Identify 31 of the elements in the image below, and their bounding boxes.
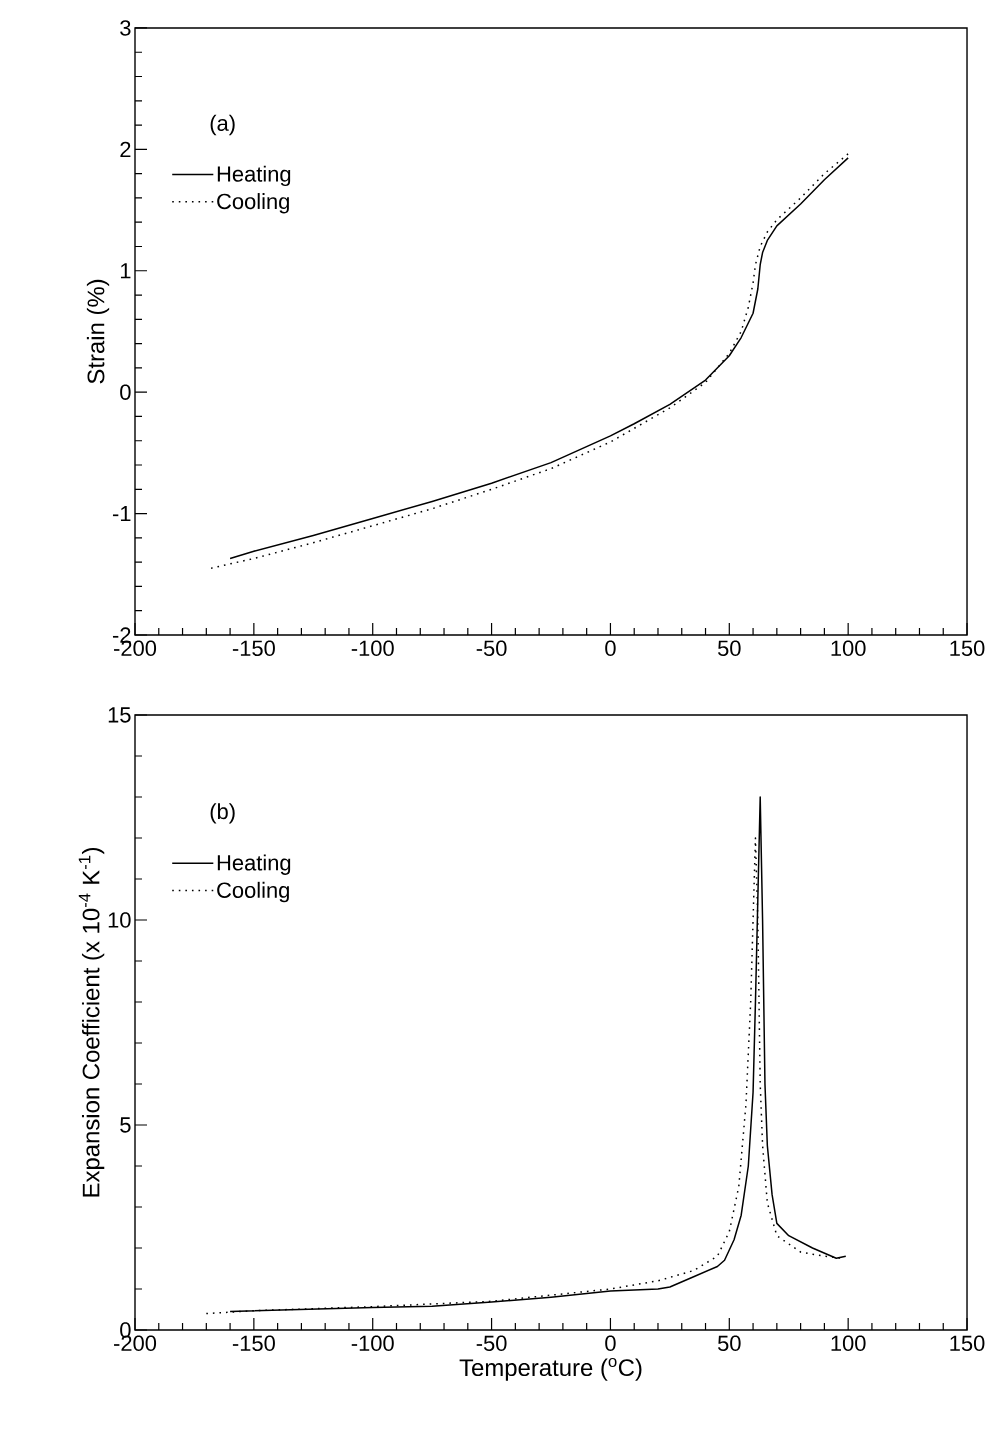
y-tick-label: 0 [120, 384, 131, 400]
x-tick-label: -100 [351, 1335, 394, 1352]
x-tick-label: -100 [351, 640, 394, 657]
y-tick-label: 1 [120, 263, 131, 279]
y-axis-title: Expansion Coefficient (x 10$^{-4}$ K$^{-1}$) [78, 847, 105, 1197]
x-axis-title: Temperature ($^{o}$C) [459, 1357, 642, 1381]
y-axis-title: Strain (%) [86, 279, 110, 384]
y-tick-label: 3 [120, 20, 131, 36]
x-tick-label: 150 [950, 1335, 985, 1352]
y-tick-label: 2 [120, 141, 131, 158]
y-tick-label: 5 [120, 1117, 131, 1133]
legend-label: Cooling [217, 881, 289, 903]
x-tick-label: 0 [605, 1335, 616, 1352]
y-tick-label: 10 [108, 912, 131, 928]
y-tick-label: -1 [112, 506, 131, 522]
legend-label: Heating [217, 165, 291, 187]
legend-label: Heating [217, 854, 291, 875]
x-tick-label: -50 [476, 640, 507, 657]
x-tick-label: 0 [605, 640, 616, 657]
x-tick-label: 100 [831, 1335, 866, 1352]
x-tick-label: 50 [717, 1335, 741, 1352]
x-tick-label: -50 [476, 1335, 507, 1352]
x-tick-label: 150 [950, 640, 985, 657]
x-tick-label: 100 [831, 640, 866, 657]
x-tick-label: -150 [232, 1335, 275, 1352]
annotation: (b) [210, 803, 235, 824]
x-tick-label: 50 [717, 640, 741, 657]
y-tick-label: 15 [108, 707, 131, 723]
annotation: (a) [210, 114, 235, 136]
x-tick-label: -150 [232, 640, 275, 657]
legend-label: Cooling [217, 193, 289, 214]
